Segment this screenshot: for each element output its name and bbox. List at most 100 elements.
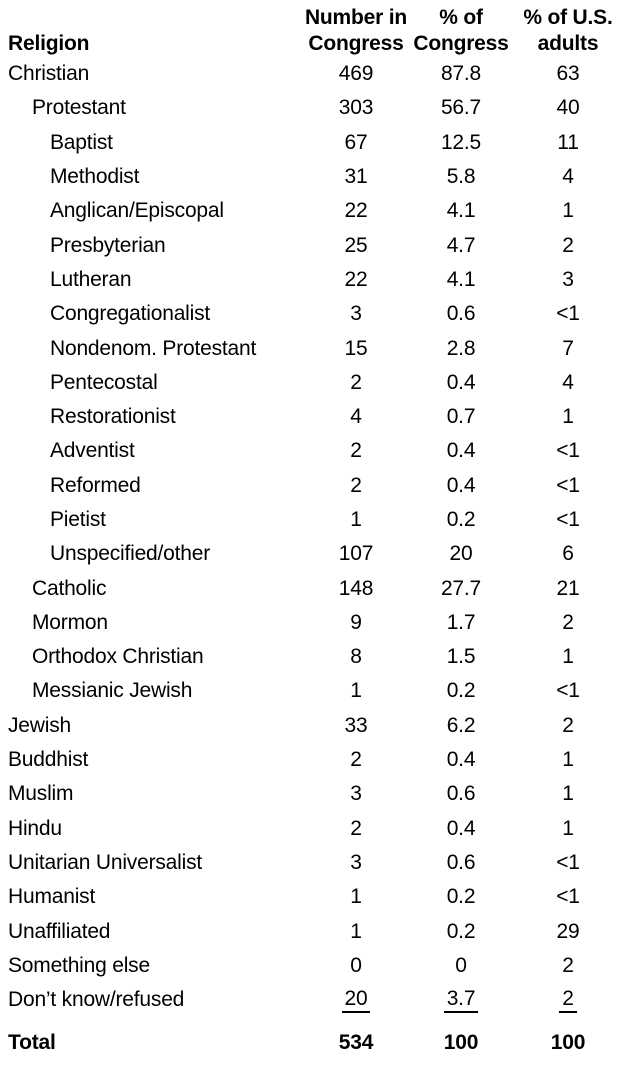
table-row: Congregationalist 3 0.6 <1 xyxy=(0,297,624,331)
table-row: Unaffiliated 1 0.2 29 xyxy=(0,914,624,948)
religion-cell: Congregationalist xyxy=(50,302,211,326)
table-footer: Total 534 100 100 xyxy=(0,1017,624,1069)
pct-of-us-adults-cell: 1 xyxy=(562,816,574,840)
header-row: Religion Number in Congress % of Congres… xyxy=(0,0,624,57)
table-row: Pietist 1 0.2 <1 xyxy=(0,503,624,537)
pct-of-us-adults-cell: 1 xyxy=(562,748,574,772)
number-in-congress-cell: 1 xyxy=(350,885,362,909)
total-label: Total xyxy=(8,1031,56,1055)
religion-cell: Presbyterian xyxy=(50,233,166,257)
total-pct-of-us-adults-cell: 100 xyxy=(550,1031,586,1055)
total-row: Total 534 100 100 xyxy=(0,1017,624,1069)
number-in-congress-cell: 4 xyxy=(350,405,362,429)
religion-cell: Catholic xyxy=(32,576,107,600)
table-row: Anglican/Episcopal 22 4.1 1 xyxy=(0,194,624,228)
religion-cell: Methodist xyxy=(50,165,140,189)
pct-of-congress-cell: 0.7 xyxy=(446,405,476,429)
religion-cell: Adventist xyxy=(50,439,135,463)
religion-cell: Anglican/Episcopal xyxy=(50,199,224,223)
number-in-congress-cell: 107 xyxy=(338,542,374,566)
pct-of-congress-cell: 0.6 xyxy=(446,302,476,326)
number-in-congress-cell: 22 xyxy=(344,267,368,291)
pct-of-us-adults-cell: <1 xyxy=(556,439,580,463)
religion-cell: Unspecified/other xyxy=(50,542,211,566)
table-row: Protestant 303 56.7 40 xyxy=(0,91,624,125)
religion-cell: Muslim xyxy=(8,782,74,806)
number-in-congress-cell: 8 xyxy=(350,645,362,669)
table-row: Catholic 148 27.7 21 xyxy=(0,571,624,605)
pct-of-us-adults-cell: 6 xyxy=(562,542,574,566)
pct-of-us-adults-cell: 1 xyxy=(562,405,574,429)
pct-of-us-adults-cell: 21 xyxy=(556,576,580,600)
table-row: Reformed 2 0.4 <1 xyxy=(0,469,624,503)
pct-of-congress-cell: 0.4 xyxy=(446,748,476,772)
religion-cell: Mormon xyxy=(32,610,108,634)
table-row: Baptist 67 12.5 11 xyxy=(0,126,624,160)
table-row: Something else 0 0 2 xyxy=(0,949,624,983)
pct-of-us-adults-cell: 40 xyxy=(556,96,580,120)
table-row: Methodist 31 5.8 4 xyxy=(0,160,624,194)
table-row: Lutheran 22 4.1 3 xyxy=(0,263,624,297)
table-row: Don’t know/refused 20 3.7 2 xyxy=(0,983,624,1017)
pct-of-congress-cell: 12.5 xyxy=(440,130,482,154)
pct-of-us-adults-cell: 1 xyxy=(562,782,574,806)
religion-cell: Nondenom. Protestant xyxy=(50,336,257,360)
religion-cell: Reformed xyxy=(50,473,141,497)
pct-of-us-adults-cell: 7 xyxy=(562,336,574,360)
table-row: Mormon 9 1.7 2 xyxy=(0,606,624,640)
religion-cell: Unitarian Universalist xyxy=(8,850,203,874)
table-header: Religion Number in Congress % of Congres… xyxy=(0,0,624,57)
number-in-congress-cell: 2 xyxy=(350,816,362,840)
religion-cell: Hindu xyxy=(8,816,62,840)
table-row: Hindu 2 0.4 1 xyxy=(0,812,624,846)
pct-of-us-adults-cell: 11 xyxy=(557,130,579,154)
number-in-congress-cell: 0 xyxy=(350,953,362,977)
table-row: Christian 469 87.8 63 xyxy=(0,57,624,91)
pct-of-congress-cell: 0.4 xyxy=(446,439,476,463)
header-line: % of U.S. xyxy=(523,6,613,29)
number-in-congress-cell: 2 xyxy=(350,439,362,463)
number-in-congress-cell: 303 xyxy=(338,96,374,120)
table-row: Jewish 33 6.2 2 xyxy=(0,709,624,743)
header-line: Congress xyxy=(413,32,509,55)
number-in-congress-cell: 2 xyxy=(350,473,362,497)
table-row: Adventist 2 0.4 <1 xyxy=(0,434,624,468)
religion-cell: Restorationist xyxy=(50,405,176,429)
underlined-value: 2 xyxy=(559,988,577,1014)
number-in-congress-cell: 31 xyxy=(344,165,368,189)
number-in-congress-cell: 1 xyxy=(350,919,362,943)
table-row: Restorationist 4 0.7 1 xyxy=(0,400,624,434)
pct-of-us-adults-cell: 4 xyxy=(562,370,574,394)
religion-cell: Humanist xyxy=(8,885,96,909)
pct-of-us-adults-cell: 2 xyxy=(562,610,574,634)
number-in-congress-cell: 9 xyxy=(350,610,362,634)
religion-cell: Pietist xyxy=(50,508,106,531)
pct-of-us-adults-cell: <1 xyxy=(556,302,580,326)
header-line: Number in xyxy=(304,6,408,29)
number-in-congress-cell: 1 xyxy=(350,508,362,531)
pct-of-us-adults-cell: 1 xyxy=(562,199,574,223)
pct-of-congress-cell: 3.7 xyxy=(410,983,512,1017)
pct-of-congress-cell: 20 xyxy=(449,542,473,566)
religion-cell: Jewish xyxy=(8,713,71,737)
number-in-congress-cell: 1 xyxy=(350,679,362,703)
pct-of-congress-cell: 0.4 xyxy=(446,370,476,394)
religion-cell: Messianic Jewish xyxy=(32,679,193,703)
pct-of-congress-cell: 27.7 xyxy=(440,576,482,600)
number-in-congress-cell: 33 xyxy=(344,713,368,737)
number-in-congress-cell: 22 xyxy=(344,199,368,223)
table-row: Nondenom. Protestant 15 2.8 7 xyxy=(0,331,624,365)
pct-of-congress-cell: 0.2 xyxy=(446,919,476,943)
religion-cell: Lutheran xyxy=(50,267,132,291)
table-row: Messianic Jewish 1 0.2 <1 xyxy=(0,674,624,708)
pct-of-congress-cell: 5.8 xyxy=(446,165,476,189)
pct-of-congress-cell: 2.8 xyxy=(446,336,476,360)
religion-cell: Buddhist xyxy=(8,748,89,772)
pct-of-congress-cell: 0.2 xyxy=(446,885,476,909)
religion-column-header: Religion xyxy=(8,32,90,55)
pct-of-us-adults-cell: 3 xyxy=(562,267,574,291)
number-in-congress-cell: 25 xyxy=(344,233,368,257)
religion-cell: Orthodox Christian xyxy=(32,645,204,669)
